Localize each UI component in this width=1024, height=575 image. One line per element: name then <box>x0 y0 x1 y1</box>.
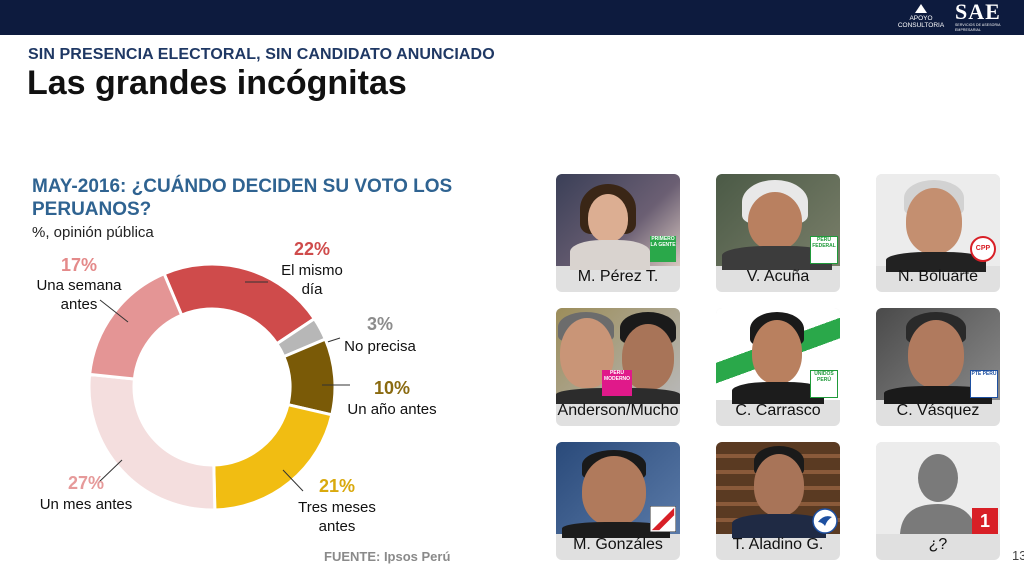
candidate-name: M. Pérez T. <box>577 268 659 285</box>
chart-subtitle: %, opinión pública <box>32 224 154 241</box>
leader-line <box>282 469 304 492</box>
slice-category-label: antes <box>61 296 98 313</box>
candidate-photo: UNIDOS PERÚ <box>716 308 840 404</box>
chart-title: MAY-2016: ¿CUÁNDO DECIDEN SU VOTO LOS PE… <box>32 176 453 220</box>
party-logo-icon: PTE PERÚ <box>970 370 998 398</box>
candidate-card-acuna: PERÚ FEDERAL V. Acuña <box>716 174 840 292</box>
candidate-photo: PTE PERÚ <box>876 308 1000 404</box>
candidate-photo <box>556 442 680 538</box>
candidate-name: ¿? <box>928 536 948 553</box>
candidate-photo: PRIMERO LA GENTE <box>556 174 680 270</box>
candidate-card-vasquez: PTE PERÚ C. Vásquez <box>876 308 1000 426</box>
apoyo-consultoria-logo: APOYO CONSULTORIA <box>897 4 945 32</box>
candidate-name: T. Aladino G. <box>732 536 824 553</box>
slice-category-label: Tres meses <box>298 499 376 516</box>
candidate-name: C. Vásquez <box>896 402 980 419</box>
dove-logo-icon <box>812 508 838 534</box>
candidate-name: V. Acuña <box>746 268 810 285</box>
party-logo-icon: PERÚ FEDERAL <box>810 236 838 264</box>
slice-category-label: Un mes antes <box>40 496 133 513</box>
candidate-photo: 1 <box>876 442 1000 534</box>
candidate-name: N. Boluarte <box>897 268 979 285</box>
candidate-card-perez: PRIMERO LA GENTE M. Pérez T. <box>556 174 680 292</box>
slide-title: Las grandes incógnitas <box>27 64 407 102</box>
donut-slice <box>88 271 184 381</box>
slice-percent-label: 27% <box>68 473 104 493</box>
sae-logo: SAE SERVICIOS DE ASESORIA EMPRESARIAL <box>955 1 1021 33</box>
slice-percent-label: 10% <box>374 378 410 398</box>
leader-line <box>99 299 129 323</box>
slice-category-label: antes <box>319 518 356 535</box>
slice-category-label: El mismo <box>281 262 343 279</box>
apra-logo-icon <box>650 506 676 532</box>
candidate-card-boluarte: CPP N. Boluarte <box>876 174 1000 292</box>
apoyo-logo-line1: APOYO <box>909 15 933 22</box>
candidate-photo: CPP <box>876 174 1000 272</box>
party-logo-icon: UNIDOS PERÚ <box>810 370 838 398</box>
page-number: 13 <box>1012 548 1024 563</box>
candidate-card-carrasco: UNIDOS PERÚ C. Carrasco <box>716 308 840 426</box>
donut-slice <box>212 402 334 512</box>
sae-logo-text: SAE <box>955 0 1001 24</box>
slice-percent-label: 17% <box>61 255 97 275</box>
candidate-name: M. Gonzáles <box>573 536 663 553</box>
header-bar: APOYO CONSULTORIA SAE SERVICIOS DE ASESO… <box>0 0 1024 35</box>
slice-category-label: Un año antes <box>347 401 436 418</box>
slide-kicker: SIN PRESENCIA ELECTORAL, SIN CANDIDATO A… <box>28 46 495 63</box>
unknown-person-icon <box>900 454 976 534</box>
party-logo-icon: 1 <box>972 508 998 534</box>
candidate-photo <box>716 442 840 538</box>
candidate-card-gonzales: M. Gonzáles <box>556 442 680 560</box>
candidate-name: Anderson/Mucho <box>557 402 679 419</box>
candidate-card-unknown: 1 ¿? <box>876 442 1000 560</box>
donut-slice <box>87 372 217 512</box>
slice-category-label: día <box>302 281 324 298</box>
candidate-photo: PERÚ MODERNO <box>556 308 680 404</box>
slice-percent-label: 3% <box>367 314 393 334</box>
party-logo-icon: CPP <box>970 236 996 262</box>
candidate-photo: PERÚ FEDERAL <box>716 174 840 270</box>
slice-category-label: Una semana <box>36 277 122 294</box>
party-logo-icon: PERÚ MODERNO <box>602 370 632 396</box>
slice-percent-label: 22% <box>294 239 330 259</box>
candidate-card-aladino: T. Aladino G. <box>716 442 840 560</box>
donut-chart: 22% El mismo día 3% No precisa 10% Un año ante… <box>36 239 436 535</box>
candidate-name: C. Carrasco <box>735 402 821 419</box>
party-logo-icon: PRIMERO LA GENTE <box>650 236 676 262</box>
sae-logo-subtitle: SERVICIOS DE ASESORIA EMPRESARIAL <box>955 23 1001 32</box>
apoyo-triangle-icon <box>915 4 927 13</box>
source-note: FUENTE: Ipsos Perú <box>324 549 451 564</box>
slice-percent-label: 21% <box>319 476 355 496</box>
leader-line <box>97 459 123 484</box>
apoyo-logo-line2: CONSULTORIA <box>897 22 945 29</box>
candidate-card-anderson-mucho: PERÚ MODERNO Anderson/Mucho <box>556 308 680 426</box>
slice-category-label: No precisa <box>344 338 416 355</box>
